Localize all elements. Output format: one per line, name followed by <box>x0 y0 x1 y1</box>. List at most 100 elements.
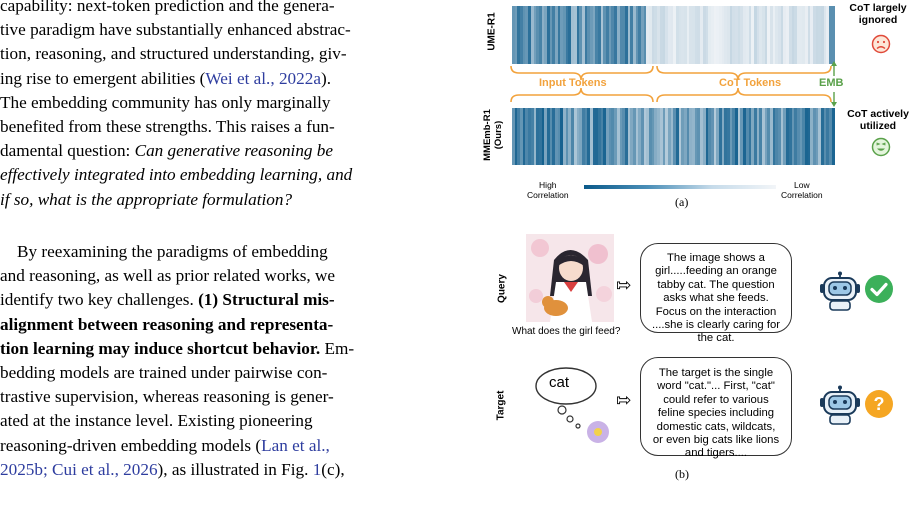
heat-cell <box>584 6 588 64</box>
legend-high: High Correlation <box>527 180 569 200</box>
citation-link[interactable]: 2025b; Cui et al., 2026 <box>0 459 158 479</box>
heat-cell <box>581 108 585 165</box>
heat-cell <box>530 6 534 64</box>
heat-cell <box>630 108 633 165</box>
heat-cell <box>616 6 620 64</box>
heat-cell <box>673 6 676 64</box>
heat-cell <box>794 108 797 165</box>
heat-cell <box>549 6 553 64</box>
heat-cell <box>713 108 717 165</box>
heat-cell <box>815 6 819 64</box>
heat-cell <box>756 108 760 165</box>
colorbar <box>584 185 776 189</box>
heat-cell <box>748 6 752 64</box>
caption-b: (b) <box>675 467 689 481</box>
heat-cell <box>538 6 542 64</box>
heat-cell <box>775 6 779 64</box>
heat-cell <box>595 6 598 64</box>
heat-cell <box>708 108 711 165</box>
heat-cell <box>818 108 822 165</box>
heat-cell <box>799 108 803 165</box>
cot-tokens-label: CoT Tokens <box>719 77 782 89</box>
heat-cell <box>619 108 623 165</box>
note-cot-ignored: CoT largely ignored <box>849 2 907 26</box>
heat-cell <box>678 6 682 64</box>
heat-cell <box>533 108 537 165</box>
heat-cell <box>708 6 711 64</box>
heat-cell <box>675 6 679 64</box>
paragraph-2: By reexamining the paradigms of embeddin… <box>0 242 355 479</box>
heat-cell <box>555 6 558 64</box>
heat-cell <box>710 108 714 165</box>
heat-cell <box>581 6 585 64</box>
heat-cell <box>700 108 703 165</box>
heat-cell <box>587 6 590 64</box>
anime-girl-image <box>526 234 614 322</box>
heat-cell <box>807 6 811 64</box>
heat-cell <box>667 6 671 64</box>
heat-cell <box>522 108 526 165</box>
heat-cell <box>813 108 816 165</box>
heat-cell <box>681 108 684 165</box>
heat-cell <box>544 6 547 64</box>
heat-cell <box>603 6 607 64</box>
heat-cell <box>649 108 652 165</box>
heat-cell <box>735 6 738 64</box>
heat-cell <box>546 6 550 64</box>
heat-cell <box>727 108 730 165</box>
heat-cell <box>675 108 679 165</box>
heat-cell <box>702 108 706 165</box>
heat-cell <box>772 6 776 64</box>
heat-cell <box>724 108 727 165</box>
heat-cell <box>568 6 572 64</box>
heat-cell <box>659 6 663 64</box>
heat-cell <box>654 6 658 64</box>
heat-cell <box>654 108 658 165</box>
heat-cell <box>829 108 832 165</box>
heat-cell <box>826 6 830 64</box>
heat-cell <box>678 108 682 165</box>
robot-icon <box>820 385 860 425</box>
heatmap-mmemb <box>512 108 835 165</box>
heat-cell <box>745 6 749 64</box>
figure-link[interactable]: 1 <box>312 459 322 479</box>
heat-cell <box>608 108 612 165</box>
heat-cell <box>643 6 647 64</box>
heat-cell <box>525 108 529 165</box>
heat-cell <box>638 108 641 165</box>
heat-cell <box>823 108 827 165</box>
heat-cell <box>632 6 636 64</box>
heat-cell <box>595 108 598 165</box>
heat-cell <box>694 108 698 165</box>
heat-cell <box>721 6 725 64</box>
citation-link[interactable]: Wei et al., <box>205 68 275 88</box>
heat-cell <box>638 6 641 64</box>
heat-cell <box>536 6 539 64</box>
heat-cell <box>627 6 631 64</box>
heat-cell <box>533 6 537 64</box>
heat-cell <box>740 6 744 64</box>
heat-cell <box>670 6 674 64</box>
heat-cell <box>573 108 577 165</box>
citation-link[interactable]: 2022a <box>278 68 321 88</box>
heat-cell <box>587 108 590 165</box>
citation-link[interactable]: Lan et al., <box>261 435 330 455</box>
heat-cell <box>598 108 601 165</box>
heat-cell <box>522 6 526 64</box>
heat-cell <box>743 108 746 165</box>
heat-cell <box>751 108 754 165</box>
heat-cell <box>589 108 593 165</box>
heat-cell <box>788 6 792 64</box>
heat-cell <box>716 6 719 64</box>
heat-cell <box>579 6 582 64</box>
heat-cell <box>786 6 789 64</box>
heat-cell <box>544 108 547 165</box>
heat-cell <box>710 6 714 64</box>
heat-cell <box>552 6 555 64</box>
token-braces <box>510 61 837 107</box>
heat-cell <box>818 6 822 64</box>
heat-cell <box>826 108 830 165</box>
heat-cell <box>761 6 765 64</box>
heat-cell <box>630 6 633 64</box>
heat-cell <box>807 108 811 165</box>
